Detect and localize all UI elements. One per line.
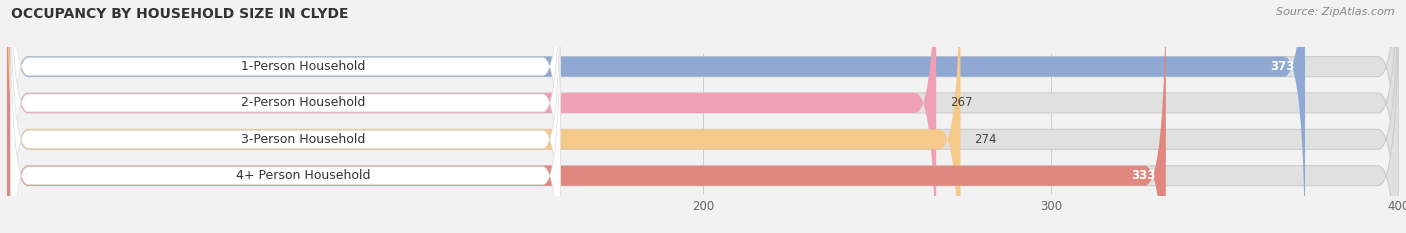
FancyBboxPatch shape	[7, 0, 1399, 233]
Text: 274: 274	[974, 133, 997, 146]
Text: 333: 333	[1130, 169, 1156, 182]
Text: 4+ Person Household: 4+ Person Household	[236, 169, 370, 182]
FancyBboxPatch shape	[10, 0, 561, 233]
FancyBboxPatch shape	[7, 0, 1166, 233]
FancyBboxPatch shape	[7, 0, 960, 233]
FancyBboxPatch shape	[7, 0, 1305, 233]
Text: OCCUPANCY BY HOUSEHOLD SIZE IN CLYDE: OCCUPANCY BY HOUSEHOLD SIZE IN CLYDE	[11, 7, 349, 21]
Text: 267: 267	[950, 96, 973, 110]
FancyBboxPatch shape	[10, 0, 561, 233]
Text: 373: 373	[1270, 60, 1295, 73]
Text: 2-Person Household: 2-Person Household	[240, 96, 366, 110]
FancyBboxPatch shape	[7, 0, 1399, 233]
FancyBboxPatch shape	[7, 0, 1399, 233]
Text: 3-Person Household: 3-Person Household	[240, 133, 366, 146]
FancyBboxPatch shape	[7, 0, 936, 233]
Text: Source: ZipAtlas.com: Source: ZipAtlas.com	[1277, 7, 1395, 17]
FancyBboxPatch shape	[7, 0, 1399, 233]
FancyBboxPatch shape	[10, 0, 561, 233]
Text: 1-Person Household: 1-Person Household	[240, 60, 366, 73]
FancyBboxPatch shape	[10, 3, 561, 233]
